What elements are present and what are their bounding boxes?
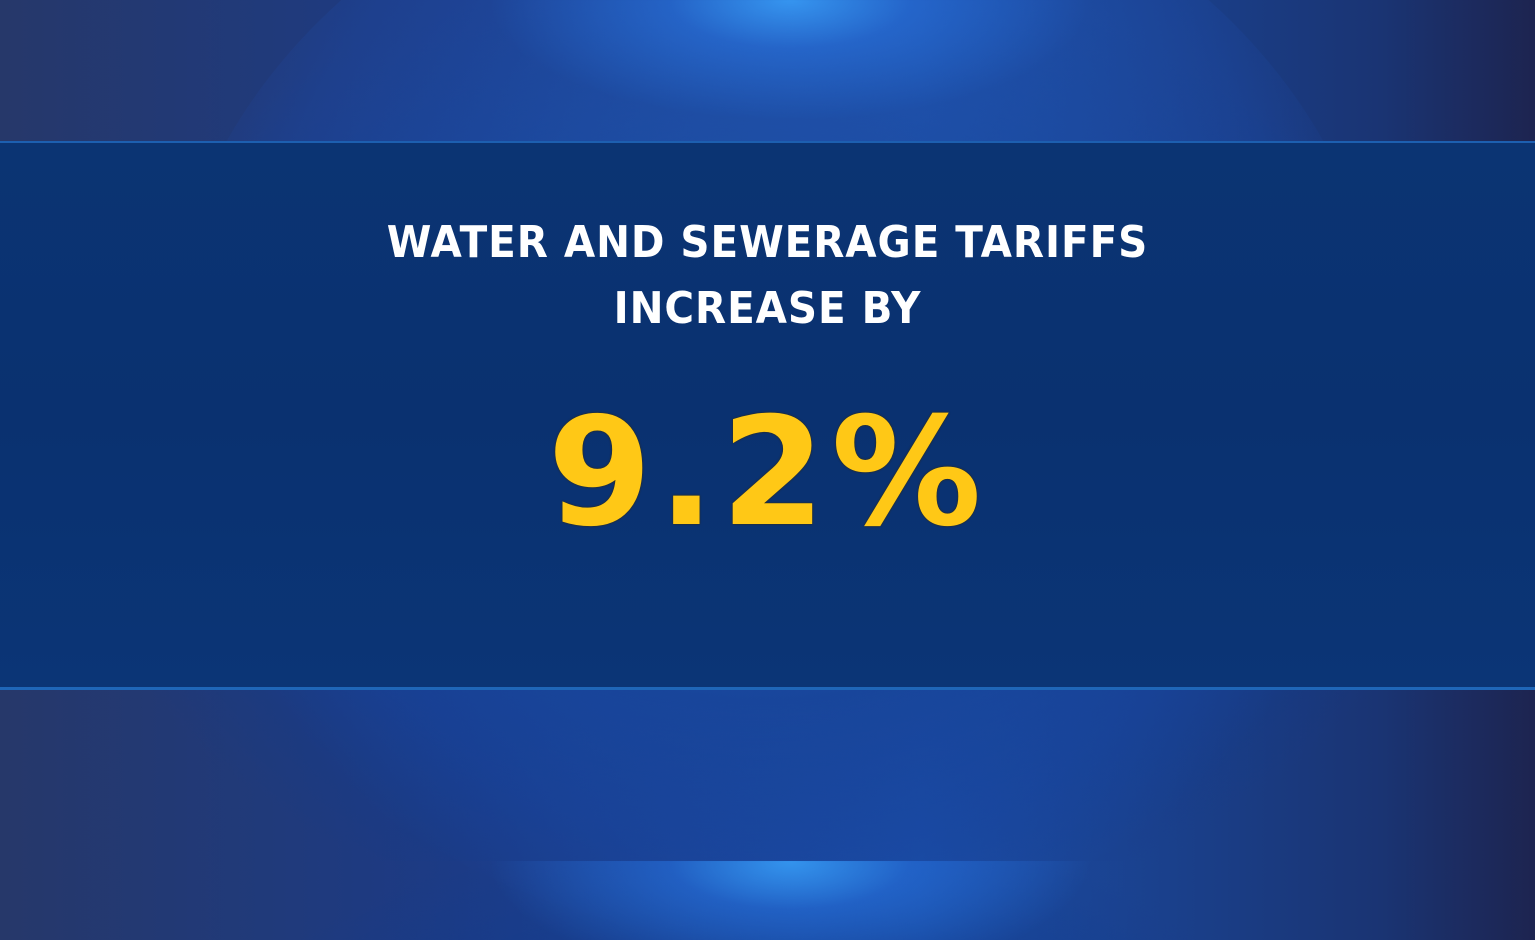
info-banner: WATER AND SEWERAGE TARIFFS INCREASE BY 9… (0, 141, 1535, 690)
headline-line-1: WATER AND SEWERAGE TARIFFS (386, 217, 1149, 268)
headline-line-2: INCREASE BY (613, 283, 922, 334)
tariff-increase-value: 9.2% (547, 386, 988, 560)
